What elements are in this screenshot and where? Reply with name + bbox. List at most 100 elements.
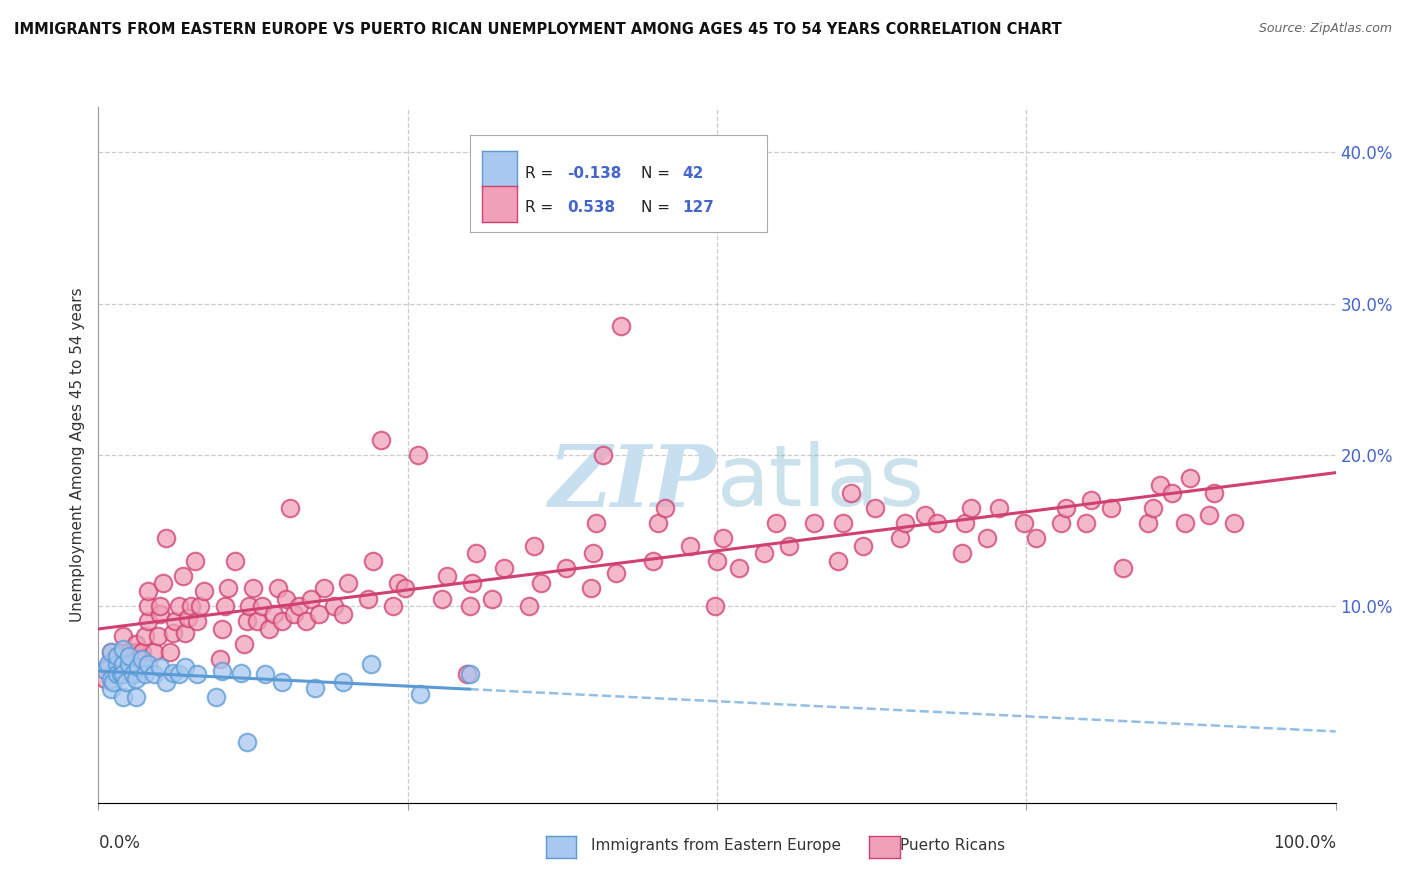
Point [100,644,122,658]
Point [167,667,190,681]
Point [112,657,135,671]
Point [217,581,239,595]
Point [288,599,311,614]
Point [765,516,787,530]
Point [105,657,128,671]
Point [118,657,141,671]
Point [270,615,292,629]
Point [1136,516,1159,530]
Point [146,629,169,643]
Point [136,584,159,599]
Point [605,566,627,580]
Point [711,531,734,545]
Point [105,652,128,666]
Text: atlas: atlas [717,442,925,524]
Point [97,657,120,671]
Text: -0.138: -0.138 [568,166,621,181]
Point [233,637,256,651]
Point [1149,478,1171,492]
Point [1050,516,1073,530]
Point [214,599,236,614]
Point [193,584,215,599]
Point [332,607,354,621]
Point [134,667,156,681]
Point [110,659,132,673]
Point [1074,516,1097,530]
Point [110,667,132,681]
Point [238,599,260,614]
Point [370,433,392,447]
Point [97,659,120,673]
Point [236,615,259,629]
Point [1142,500,1164,515]
Point [162,665,184,680]
Point [728,561,751,575]
Point [229,665,252,680]
Point [205,690,228,704]
Text: 0.0%: 0.0% [98,834,141,852]
Point [263,607,285,621]
Point [276,591,298,606]
Point [582,546,605,560]
Point [112,629,135,643]
Point [839,485,862,500]
Point [706,554,728,568]
Point [149,607,172,621]
Point [1198,508,1220,523]
Point [409,687,432,701]
Point [103,665,125,680]
Point [124,690,146,704]
Point [118,644,141,658]
Point [100,672,122,686]
Point [555,561,578,575]
Text: N =: N = [641,201,675,216]
Point [174,626,197,640]
Point [641,554,664,568]
Point [270,674,292,689]
Point [149,599,172,614]
Point [136,599,159,614]
Point [100,682,122,697]
Point [585,516,607,530]
Point [976,531,998,545]
Point [1223,516,1246,530]
Point [1204,485,1226,500]
Point [609,319,631,334]
Point [114,659,136,673]
Point [257,622,280,636]
Text: 127: 127 [683,201,714,216]
Point [167,599,190,614]
Point [118,649,141,664]
Point [1025,531,1047,545]
Point [250,599,273,614]
Point [208,652,231,666]
Point [122,667,145,681]
Text: ZIP: ZIP [550,441,717,524]
Point [112,690,135,704]
Point [112,641,135,656]
Point [103,674,125,689]
Y-axis label: Unemployment Among Ages 45 to 54 years: Unemployment Among Ages 45 to 54 years [70,287,86,623]
Text: 42: 42 [683,166,704,181]
Point [188,599,211,614]
Point [134,629,156,643]
Point [174,659,197,673]
Point [155,674,177,689]
Point [124,652,146,666]
Point [162,626,184,640]
Point [778,539,800,553]
Point [299,591,322,606]
Point [654,500,676,515]
Point [406,448,429,462]
Point [950,546,973,560]
Point [381,599,404,614]
Point [304,681,326,695]
Point [278,500,301,515]
Point [579,581,602,595]
Point [211,664,233,678]
Point [124,672,146,686]
Point [703,599,725,614]
Point [481,591,503,606]
Point [894,516,917,530]
Point [1012,516,1035,530]
